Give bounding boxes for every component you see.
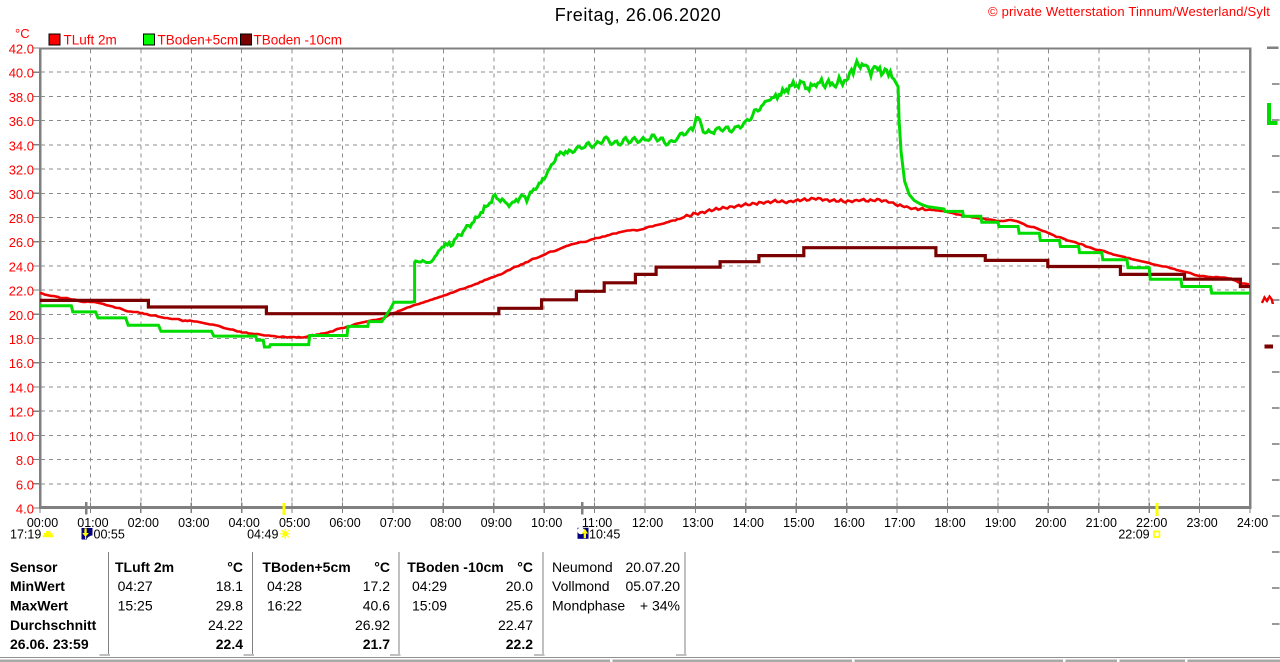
- svg-text:MinWert: MinWert: [10, 578, 65, 594]
- svg-text:15:00: 15:00: [783, 516, 814, 530]
- svg-text:24.0: 24.0: [9, 259, 34, 274]
- svg-text:TLuft 2m: TLuft 2m: [115, 559, 174, 575]
- svg-text:28.0: 28.0: [9, 211, 34, 226]
- svg-text:12.0: 12.0: [9, 405, 34, 420]
- svg-text:00:00: 00:00: [27, 516, 58, 530]
- svg-text:16:22: 16:22: [267, 598, 302, 614]
- svg-text:TBoden+5cm: TBoden+5cm: [262, 559, 350, 575]
- svg-text:24.22: 24.22: [208, 617, 243, 633]
- svg-text:22.47: 22.47: [498, 617, 533, 633]
- svg-text:Sensor: Sensor: [10, 559, 58, 575]
- svg-text:04:28: 04:28: [267, 578, 302, 594]
- svg-text:18.0: 18.0: [9, 332, 34, 347]
- svg-text:20:00: 20:00: [1035, 516, 1066, 530]
- svg-text:16:00: 16:00: [834, 516, 865, 530]
- svg-text:22.2: 22.2: [506, 636, 533, 652]
- svg-text:04:00: 04:00: [229, 516, 260, 530]
- svg-text:36.0: 36.0: [9, 114, 34, 129]
- svg-text:26.92: 26.92: [355, 617, 390, 633]
- svg-text:22:09: 22:09: [1118, 528, 1149, 542]
- svg-text:26.06. 23:59: 26.06. 23:59: [10, 636, 89, 652]
- svg-text:00:55: 00:55: [94, 528, 125, 542]
- svg-text:04:49: 04:49: [247, 528, 278, 542]
- svg-text:°C: °C: [227, 559, 243, 575]
- svg-text:°C: °C: [517, 559, 533, 575]
- svg-text:24:00: 24:00: [1237, 516, 1268, 530]
- svg-text:18:00: 18:00: [934, 516, 965, 530]
- svg-text:04:27: 04:27: [118, 578, 153, 594]
- svg-text:30.0: 30.0: [9, 187, 34, 202]
- svg-text:07:00: 07:00: [380, 516, 411, 530]
- svg-text:03:00: 03:00: [178, 516, 209, 530]
- svg-text:°C: °C: [374, 559, 390, 575]
- svg-text:06:00: 06:00: [329, 516, 360, 530]
- svg-text:34.0: 34.0: [9, 138, 34, 153]
- svg-text:13:00: 13:00: [682, 516, 713, 530]
- svg-text:42.0: 42.0: [9, 42, 34, 57]
- svg-text:12:00: 12:00: [632, 516, 663, 530]
- svg-text:21:00: 21:00: [1086, 516, 1117, 530]
- svg-text:°C: °C: [15, 26, 30, 41]
- svg-text:TBoden+5cm: TBoden+5cm: [158, 33, 239, 48]
- svg-text:20.0: 20.0: [506, 578, 533, 594]
- svg-text:38.0: 38.0: [9, 90, 34, 105]
- svg-text:02:00: 02:00: [128, 516, 159, 530]
- svg-text:Mondphase: Mondphase: [552, 598, 625, 614]
- svg-text:17:19: 17:19: [10, 528, 41, 542]
- svg-text:MaxWert: MaxWert: [10, 598, 68, 614]
- svg-text:32.0: 32.0: [9, 163, 34, 178]
- svg-text:05.07.20: 05.07.20: [626, 578, 681, 594]
- svg-text:26.0: 26.0: [9, 235, 34, 250]
- svg-text:15:25: 15:25: [118, 598, 153, 614]
- svg-text:22:00: 22:00: [1136, 516, 1167, 530]
- svg-text:18.1: 18.1: [216, 578, 243, 594]
- svg-text:21.7: 21.7: [363, 636, 390, 652]
- svg-text:14.0: 14.0: [9, 380, 34, 395]
- svg-text:8.0: 8.0: [16, 453, 34, 468]
- svg-text:Neumond: Neumond: [552, 559, 613, 575]
- svg-text:Freitag, 26.06.2020: Freitag, 26.06.2020: [555, 5, 722, 25]
- svg-text:09:00: 09:00: [481, 516, 512, 530]
- svg-text:TLuft 2m: TLuft 2m: [64, 33, 117, 48]
- svg-text:29.8: 29.8: [216, 598, 243, 614]
- svg-text:10:00: 10:00: [531, 516, 562, 530]
- svg-text:6.0: 6.0: [16, 477, 34, 492]
- svg-text:15:09: 15:09: [412, 598, 447, 614]
- svg-text:4.0: 4.0: [16, 502, 34, 517]
- svg-text:19:00: 19:00: [985, 516, 1016, 530]
- svg-text:40.0: 40.0: [9, 66, 34, 81]
- svg-text:40.6: 40.6: [363, 598, 390, 614]
- svg-text:+ 34%: + 34%: [640, 598, 680, 614]
- svg-text:01:00: 01:00: [77, 516, 108, 530]
- svg-text:16.0: 16.0: [9, 356, 34, 371]
- svg-text:14:00: 14:00: [733, 516, 764, 530]
- svg-text:11:00: 11:00: [582, 516, 612, 530]
- svg-text:05:00: 05:00: [279, 516, 310, 530]
- svg-text:25.6: 25.6: [506, 598, 533, 614]
- svg-text:22.0: 22.0: [9, 284, 34, 299]
- svg-text:22.4: 22.4: [216, 636, 243, 652]
- svg-text:17.2: 17.2: [363, 578, 390, 594]
- svg-text:04:29: 04:29: [412, 578, 447, 594]
- svg-text:Vollmond: Vollmond: [552, 578, 610, 594]
- svg-text:20.0: 20.0: [9, 308, 34, 323]
- svg-text:© private Wetterstation Tinnum: © private Wetterstation Tinnum/Westerlan…: [988, 4, 1270, 19]
- svg-text:TBoden -10cm: TBoden -10cm: [407, 559, 503, 575]
- svg-text:Durchschnitt: Durchschnitt: [10, 617, 97, 633]
- svg-text:20.07.20: 20.07.20: [626, 559, 681, 575]
- svg-text:17:00: 17:00: [884, 516, 915, 530]
- svg-text:TBoden -10cm: TBoden -10cm: [254, 33, 343, 48]
- svg-text:08:00: 08:00: [430, 516, 461, 530]
- svg-text:10:45: 10:45: [589, 528, 620, 542]
- svg-text:23:00: 23:00: [1186, 516, 1217, 530]
- svg-text:10.0: 10.0: [9, 429, 34, 444]
